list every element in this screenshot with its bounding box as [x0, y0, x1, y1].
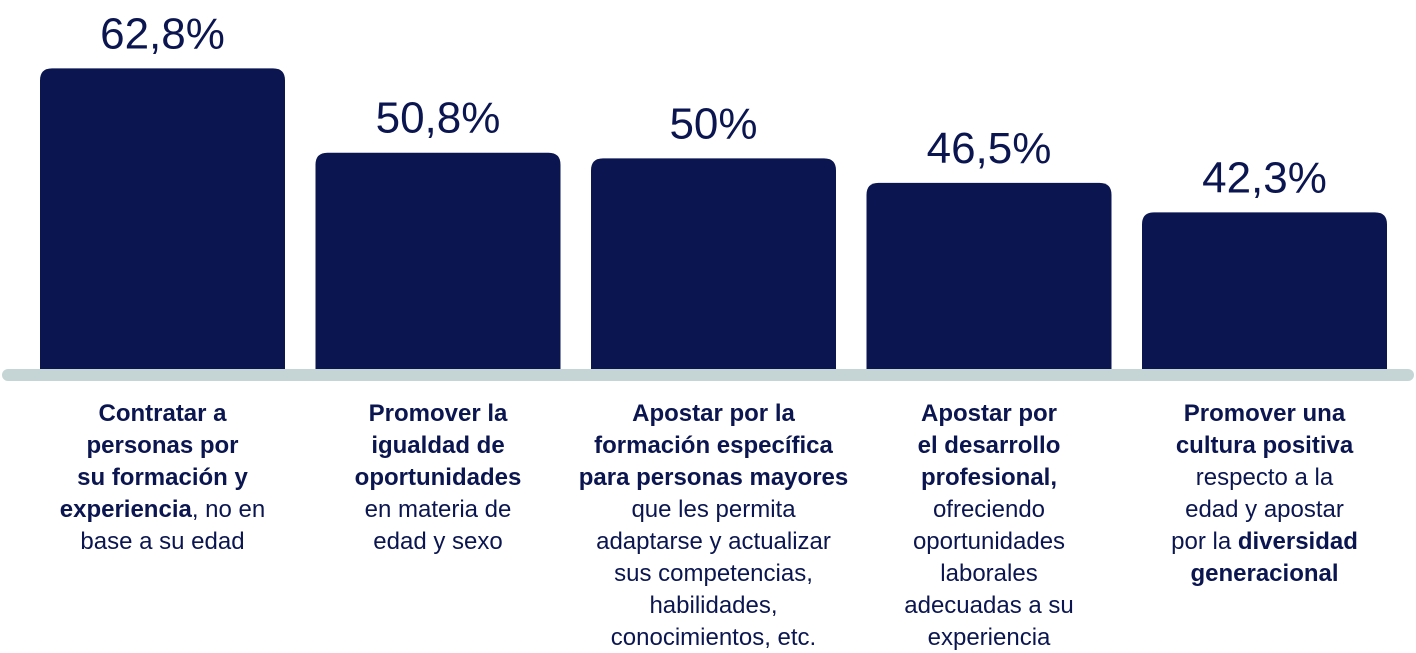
category-label: ofreciendo	[933, 496, 1045, 523]
category-label: generacional	[1190, 560, 1338, 587]
label-run: ofreciendo	[933, 496, 1045, 523]
category-label: laborales	[940, 560, 1037, 587]
category-label: que les permita	[631, 496, 796, 523]
label-run: formación específica	[594, 432, 833, 459]
label-run: Apostar por	[921, 400, 1057, 427]
label-run: el desarrollo	[918, 432, 1061, 459]
label-run: adecuadas a su	[904, 592, 1073, 619]
category-label: adecuadas a su	[904, 592, 1073, 619]
value-label: 42,3%	[1202, 153, 1327, 202]
category-label: Apostar por la	[632, 400, 795, 427]
label-run: base a su edad	[80, 528, 244, 555]
label-run: para personas mayores	[579, 464, 848, 491]
label-run: , no en	[192, 496, 265, 523]
category-label: base a su edad	[80, 528, 244, 555]
category-label: igualdad de	[371, 432, 504, 459]
category-label: por la diversidad	[1171, 528, 1358, 555]
label-run: habilidades,	[649, 592, 777, 619]
category-label: Promover la	[369, 400, 508, 427]
category-label: formación específica	[594, 432, 833, 459]
label-run: que les permita	[631, 496, 796, 523]
label-run: en materia de	[365, 496, 512, 523]
label-run: por la	[1171, 528, 1238, 555]
category-label: cultura positiva	[1176, 432, 1354, 459]
label-run: cultura positiva	[1176, 432, 1354, 459]
category-label: para personas mayores	[579, 464, 848, 491]
category-label: oportunidades	[913, 528, 1065, 555]
category-label: adaptarse y actualizar	[596, 528, 831, 555]
value-label: 62,8%	[100, 9, 225, 58]
label-run: oportunidades	[913, 528, 1065, 555]
label-run: sus competencias,	[614, 560, 813, 587]
label-run: experiencia	[60, 496, 193, 523]
category-label: respecto a la	[1196, 464, 1334, 491]
label-run: Contratar a	[98, 400, 227, 427]
category-label: en materia de	[365, 496, 512, 523]
label-run: adaptarse y actualizar	[596, 528, 831, 555]
label-run: personas por	[86, 432, 238, 459]
value-label: 50,8%	[376, 94, 501, 143]
category-label: sus competencias,	[614, 560, 813, 587]
category-label: Promover una	[1184, 400, 1346, 427]
label-run: generacional	[1190, 560, 1338, 587]
label-run: laborales	[940, 560, 1037, 587]
label-run: su formación y	[77, 464, 248, 491]
bar	[40, 68, 285, 369]
category-label: el desarrollo	[918, 432, 1061, 459]
category-label: conocimientos, etc.	[611, 624, 816, 651]
category-label: edad y sexo	[373, 528, 502, 555]
label-run: experiencia	[928, 624, 1051, 651]
category-label: Contratar a	[98, 400, 227, 427]
label-run: diversidad	[1238, 528, 1358, 555]
label-run: edad y sexo	[373, 528, 502, 555]
bar	[866, 182, 1112, 369]
bar	[591, 158, 836, 369]
category-label: personas por	[86, 432, 238, 459]
label-run: conocimientos, etc.	[611, 624, 816, 651]
bar	[315, 152, 561, 369]
label-run: Promover la	[369, 400, 508, 427]
category-label: su formación y	[77, 464, 248, 491]
bar	[1142, 212, 1387, 369]
label-run: Apostar por la	[632, 400, 795, 427]
category-label: profesional,	[921, 464, 1057, 491]
label-run: profesional,	[921, 464, 1057, 491]
category-label: experiencia	[928, 624, 1051, 651]
category-label: oportunidades	[355, 464, 522, 491]
category-label: Apostar por	[921, 400, 1057, 427]
value-label: 50%	[669, 99, 757, 148]
label-run: Promover una	[1184, 400, 1346, 427]
label-run: oportunidades	[355, 464, 522, 491]
category-label: experiencia, no en	[60, 496, 266, 523]
category-label: habilidades,	[649, 592, 777, 619]
category-label: edad y apostar	[1185, 496, 1344, 523]
label-run: respecto a la	[1196, 464, 1334, 491]
label-run: edad y apostar	[1185, 496, 1344, 523]
value-label: 46,5%	[927, 124, 1052, 173]
label-run: igualdad de	[371, 432, 504, 459]
